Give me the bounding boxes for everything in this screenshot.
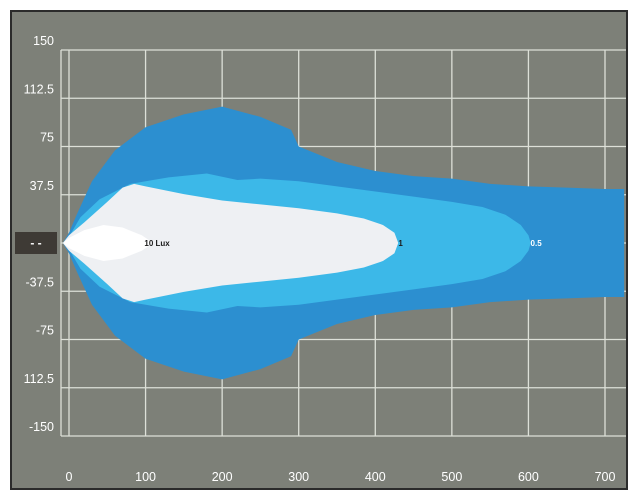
x-tick-label: 100 [135, 470, 156, 484]
zone-label-0-5: 0.5 [531, 239, 543, 248]
zone-labels: 0.5 1 10 Lux [144, 239, 542, 248]
axis-ticks: 0 100 200 300 400 500 600 700 150 112.5 75 37.5 - - -… [15, 34, 615, 484]
x-tick-label: 600 [518, 470, 539, 484]
y-tick-label: -75 [36, 324, 54, 338]
zone-10-lux [62, 183, 399, 303]
x-tick-label: 700 [595, 470, 616, 484]
y-tick-label: - - [30, 236, 41, 250]
zone-core-3 [62, 224, 154, 262]
x-tick-label: 200 [212, 470, 233, 484]
y-tick-label: 112.5 [24, 82, 54, 96]
zone-label-1: 1 [398, 239, 403, 248]
x-tick-label: 0 [66, 470, 73, 484]
x-tick-label: 500 [441, 470, 462, 484]
x-tick-label: 300 [288, 470, 309, 484]
zone-label-10-lux: 10 Lux [144, 239, 170, 248]
y-tick-label: -150 [29, 420, 54, 434]
beam-zones [62, 106, 625, 380]
y-tick-label: 37.5 [30, 179, 54, 193]
y-tick-label: 112.5 [24, 372, 54, 386]
x-tick-label: 400 [365, 470, 386, 484]
y-tick-label: 75 [40, 131, 54, 145]
y-tick-label: 150 [33, 34, 54, 48]
y-tick-label: -37.5 [26, 275, 55, 289]
zero-marker [15, 232, 57, 254]
